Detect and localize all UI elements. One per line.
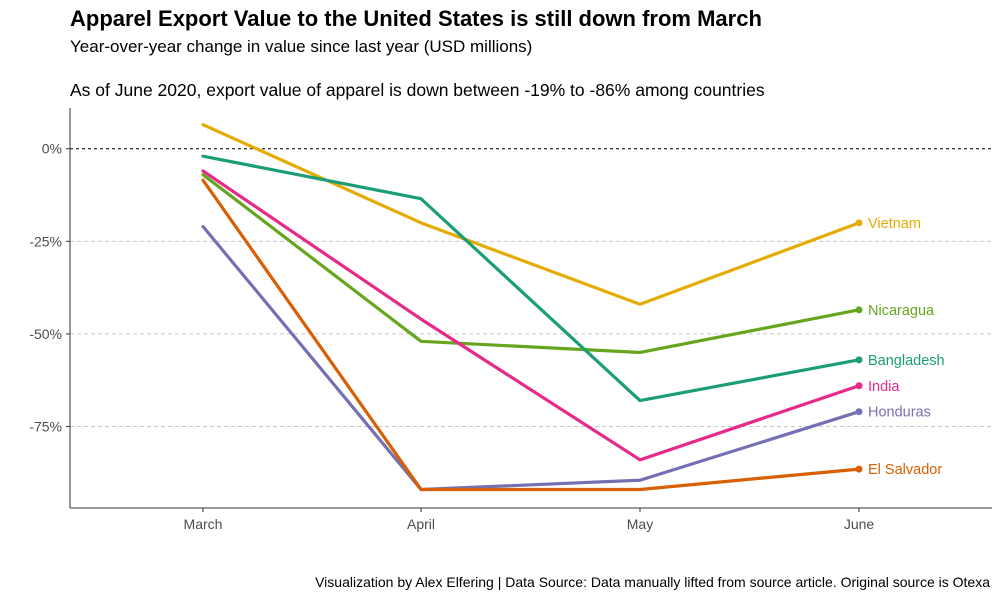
series-end-point — [855, 356, 863, 364]
y-tick-label: -50% — [29, 326, 62, 342]
x-axis-ticks: March April May June — [184, 508, 875, 532]
series-end-point — [855, 465, 863, 473]
series-label: Honduras — [868, 405, 931, 421]
chart-subtitle: Year-over-year change in value since las… — [70, 37, 533, 56]
series-label: El Salvador — [868, 462, 942, 478]
series-line — [201, 224, 861, 492]
x-tick-label: March — [184, 516, 223, 532]
y-tick-label: 0% — [42, 141, 62, 157]
series-line — [201, 154, 861, 403]
grid-lines — [70, 240, 992, 428]
series-end-point — [855, 306, 863, 314]
x-tick-label: April — [407, 516, 435, 532]
chart-title: Apparel Export Value to the United State… — [70, 6, 762, 31]
y-tick-label: -75% — [29, 419, 62, 435]
series-lines — [201, 123, 863, 492]
series-label: Bangladesh — [868, 353, 945, 369]
chart-caption: Visualization by Alex Elfering | Data So… — [315, 574, 990, 590]
series-line — [201, 123, 861, 306]
series-end-point — [855, 408, 863, 416]
series-line — [201, 169, 861, 462]
series-line — [201, 173, 861, 355]
series-end-point — [855, 219, 863, 227]
chart-note: As of June 2020, export value of apparel… — [70, 80, 765, 100]
series-label: Vietnam — [868, 216, 921, 232]
y-tick-label: -25% — [29, 233, 62, 249]
series-label: India — [868, 379, 900, 395]
series-label: Nicaragua — [868, 303, 935, 319]
series-end-labels: Vietnam Nicaragua Bangladesh India Honduras E… — [868, 216, 945, 478]
series-end-point — [855, 382, 863, 390]
x-tick-label: May — [627, 516, 653, 532]
x-tick-label: June — [844, 516, 875, 532]
y-axis-ticks: 0% -25% -50% -75% — [29, 141, 70, 435]
series-line — [201, 178, 861, 492]
